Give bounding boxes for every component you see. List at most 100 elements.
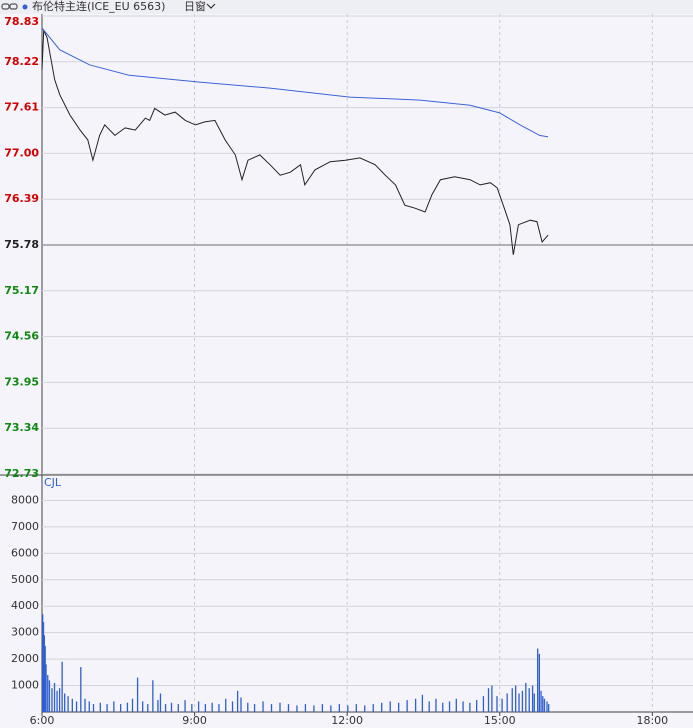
- y-tick-label: 73.34: [4, 421, 39, 434]
- volume-bar: [157, 700, 159, 712]
- volume-bar: [389, 701, 391, 712]
- volume-bar: [304, 704, 307, 712]
- volume-bar: [528, 688, 530, 712]
- volume-bar: [262, 701, 264, 712]
- volume-bar: [501, 698, 503, 712]
- x-tick-label: 12:00: [331, 714, 363, 727]
- link-icon-right: [9, 3, 18, 10]
- volume-bar: [131, 698, 134, 712]
- volume-bar: [225, 698, 227, 712]
- y-tick-label: 7000: [11, 520, 39, 533]
- volume-bar: [542, 696, 544, 712]
- y-tick-label: 76.39: [4, 192, 39, 205]
- y-tick-label: 74.56: [4, 330, 39, 343]
- volume-bar: [92, 704, 95, 712]
- volume-bar: [531, 685, 534, 712]
- volume-bar: [435, 698, 437, 712]
- y-tick-label: 75.17: [4, 284, 39, 297]
- volume-bar: [51, 688, 53, 712]
- volume-bar: [204, 704, 207, 712]
- volume-bar: [521, 690, 524, 712]
- volume-bar: [506, 693, 508, 712]
- volume-bar: [491, 685, 493, 712]
- volume-bar: [428, 701, 430, 712]
- volume-bar: [347, 705, 349, 712]
- volume-bar: [43, 635, 45, 712]
- volume-bar: [525, 682, 527, 712]
- header-bar: [0, 0, 693, 14]
- y-tick-label: 72.73: [4, 467, 39, 480]
- volume-bar: [364, 705, 366, 712]
- volume-bar: [136, 677, 139, 712]
- link-icon-left: [1, 3, 10, 10]
- y-tick-label: 6000: [11, 546, 39, 559]
- volume-bar: [287, 704, 290, 712]
- x-tick-label: 15:00: [484, 714, 516, 727]
- volume-bar: [398, 702, 400, 712]
- volume-bar: [184, 700, 186, 712]
- volume-bar: [240, 697, 242, 712]
- volume-bar: [476, 700, 478, 712]
- volume-bar: [61, 661, 63, 712]
- volume-bar: [482, 696, 485, 712]
- y-tick-label: 78.22: [4, 55, 39, 68]
- window-selector[interactable]: 日窗: [184, 0, 206, 13]
- volume-bar: [514, 685, 517, 712]
- volume-bar: [279, 702, 281, 712]
- y-tick-label: 2000: [11, 652, 39, 665]
- volume-bar: [142, 701, 144, 712]
- volume-bar: [45, 664, 47, 712]
- y-tick-label: 78.83: [4, 15, 39, 28]
- y-tick-label: 1000: [11, 679, 39, 692]
- volume-bar: [126, 702, 129, 712]
- price-line: [41, 30, 549, 255]
- volume-bar: [44, 645, 46, 712]
- volume-bar: [152, 680, 154, 712]
- volume-bar: [421, 694, 424, 712]
- volume-bar: [313, 705, 315, 712]
- volume-bar: [56, 690, 58, 712]
- x-tick-label: 9:00: [182, 714, 207, 727]
- dropdown-chevron[interactable]: [206, 3, 216, 9]
- y-tick-label: 73.95: [4, 375, 39, 388]
- volume-bar: [211, 702, 213, 712]
- volume-bar: [99, 702, 101, 712]
- volume-bar: [191, 704, 193, 712]
- volume-bar: [218, 704, 220, 712]
- volume-bar: [48, 680, 51, 712]
- volume-bar: [88, 701, 90, 712]
- volume-bar: [469, 702, 471, 712]
- volume-bar: [197, 701, 200, 712]
- volume-bar: [537, 648, 539, 712]
- panel-label: CJL: [44, 476, 62, 489]
- volume-bar: [147, 704, 149, 712]
- volume-bar: [546, 701, 548, 712]
- volume-bar: [247, 702, 249, 712]
- volume-bar: [159, 693, 162, 712]
- volume-bar: [164, 704, 167, 712]
- volume-bar: [71, 698, 73, 712]
- volume-bar: [84, 698, 86, 712]
- volume-bar: [53, 682, 56, 712]
- y-tick-label: 4000: [11, 599, 39, 612]
- volume-bar: [106, 704, 108, 712]
- volume-bar: [338, 704, 340, 712]
- y-tick-label: 5000: [11, 573, 39, 586]
- x-tick-label: 18:00: [636, 714, 668, 727]
- link-icon[interactable]: [1, 3, 18, 10]
- volume-bar: [538, 653, 541, 712]
- y-tick-label: 8000: [11, 493, 39, 506]
- volume-bar: [113, 701, 115, 712]
- volume-bar: [42, 614, 44, 712]
- volume-bar: [177, 704, 179, 712]
- status-dot: [22, 4, 28, 10]
- volume-bar: [355, 704, 357, 712]
- y-tick-label: 77.00: [4, 146, 39, 159]
- volume-bar: [75, 701, 78, 712]
- volume-bar: [414, 698, 417, 712]
- y-tick-label: 75.78: [4, 238, 39, 251]
- volume-bar: [330, 705, 332, 712]
- volume-bar: [42, 622, 45, 712]
